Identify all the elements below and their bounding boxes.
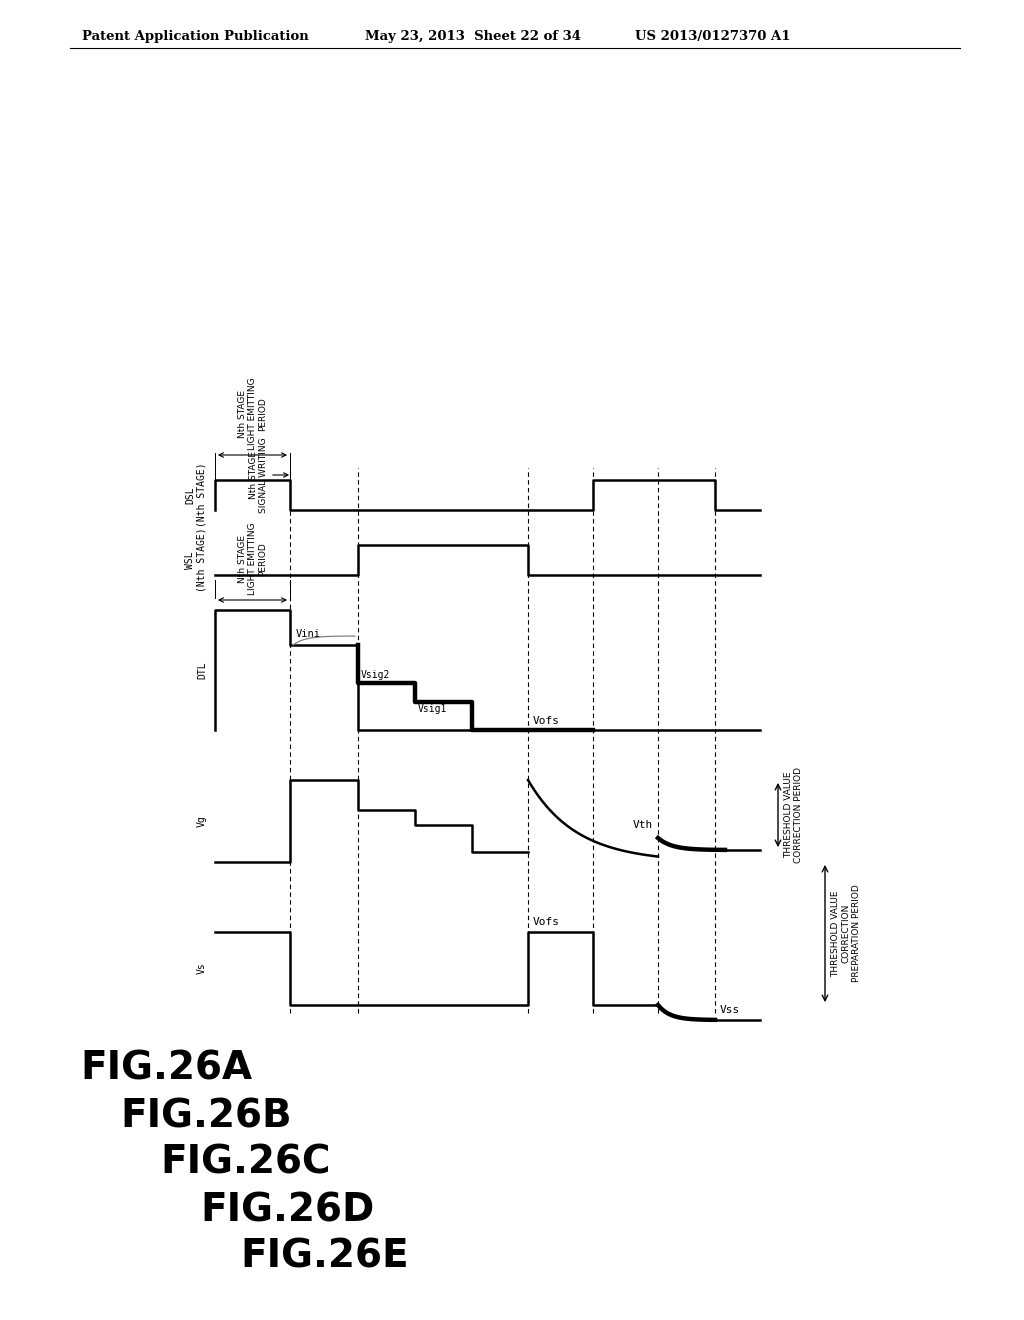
Text: WSL
(Nth STAGE): WSL (Nth STAGE) [185, 528, 207, 593]
Text: Vs: Vs [197, 962, 207, 974]
Text: THRESHOLD VALUE
CORRECTION
PREPARATION PERIOD: THRESHOLD VALUE CORRECTION PREPARATION P… [831, 884, 861, 982]
Text: Patent Application Publication: Patent Application Publication [82, 30, 309, 44]
Text: FIG.26B: FIG.26B [120, 1097, 292, 1135]
Text: DTL: DTL [197, 661, 207, 678]
Text: Nth STAGE
SIGNAL WRITING: Nth STAGE SIGNAL WRITING [249, 437, 268, 512]
Text: Vsig1: Vsig1 [418, 704, 447, 714]
Text: THRESHOLD VALUE
CORRECTION PERIOD: THRESHOLD VALUE CORRECTION PERIOD [784, 767, 804, 863]
Text: Vth: Vth [633, 820, 653, 830]
Text: DSL
(Nth STAGE): DSL (Nth STAGE) [185, 463, 207, 527]
Text: May 23, 2013  Sheet 22 of 34: May 23, 2013 Sheet 22 of 34 [365, 30, 581, 44]
Text: FIG.26D: FIG.26D [200, 1191, 374, 1229]
Text: Vss: Vss [720, 1005, 740, 1015]
Text: Vofs: Vofs [534, 715, 560, 726]
Text: Vg: Vg [197, 816, 207, 826]
Text: Vofs: Vofs [534, 917, 560, 927]
Text: FIG.26C: FIG.26C [160, 1144, 331, 1181]
Text: Vsig2: Vsig2 [361, 671, 390, 680]
Text: Nth STAGE
LIGHT EMITTING
PERIOD: Nth STAGE LIGHT EMITTING PERIOD [238, 378, 267, 450]
Text: FIG.26E: FIG.26E [240, 1238, 409, 1276]
Text: FIG.26A: FIG.26A [80, 1049, 252, 1088]
Text: Nth STAGE
LIGHT EMITTING
PERIOD: Nth STAGE LIGHT EMITTING PERIOD [238, 523, 267, 595]
Text: Vini: Vini [296, 630, 321, 639]
Text: US 2013/0127370 A1: US 2013/0127370 A1 [635, 30, 791, 44]
